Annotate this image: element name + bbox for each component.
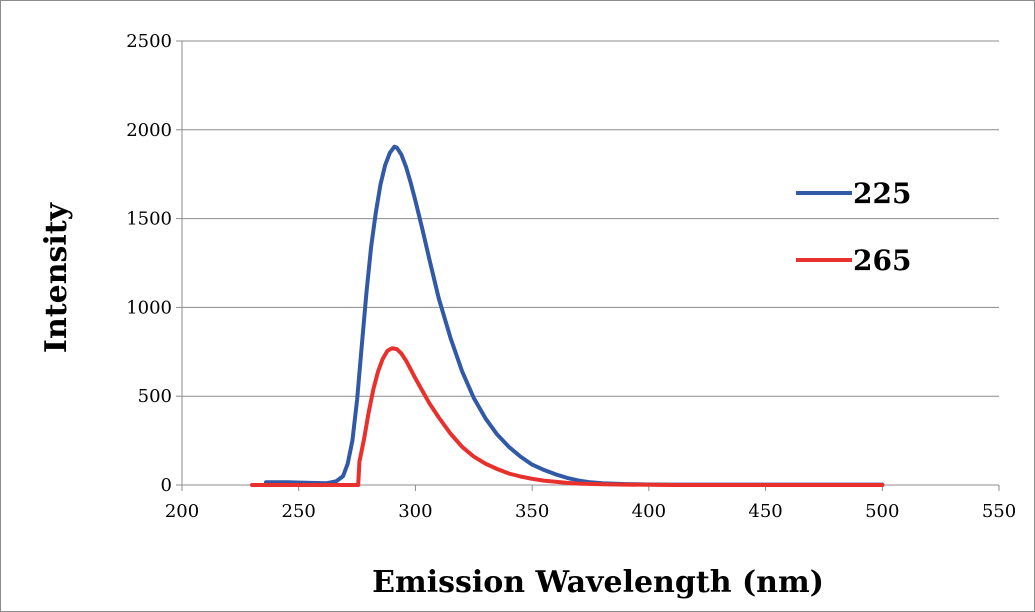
legend: 225 265 [796,177,911,277]
series-lines [250,144,885,487]
y-tick-label: 500 [138,386,172,407]
legend-label-265: 265 [853,244,911,277]
x-tick-label: 350 [515,501,549,522]
y-tick-label: 1500 [126,209,172,230]
legend-label-225: 225 [853,177,911,210]
x-axis-title: Emission Wavelength (nm) [372,565,824,600]
y-axis-title: Intensity [39,201,74,353]
x-tick-label: 200 [165,501,199,522]
y-tick-label: 2500 [126,31,172,52]
y-tick-label: 2000 [126,120,172,141]
x-tick-label: 250 [282,501,316,522]
x-tick-label: 450 [748,501,782,522]
series-line-265 [250,346,885,487]
y-tick-label: 1000 [126,297,172,318]
x-tick-label: 500 [865,501,899,522]
x-tick-label: 400 [632,501,666,522]
gridlines [182,40,999,397]
x-tick-label: 550 [982,501,1016,522]
y-tick-labels: 0 500 1000 1500 2000 2500 [126,31,172,496]
series-line-225 [264,144,885,487]
x-tick-label: 300 [398,501,432,522]
x-tick-labels: 200 250 300 350 400 450 500 550 [165,501,1016,522]
y-tick-label: 0 [161,475,172,496]
